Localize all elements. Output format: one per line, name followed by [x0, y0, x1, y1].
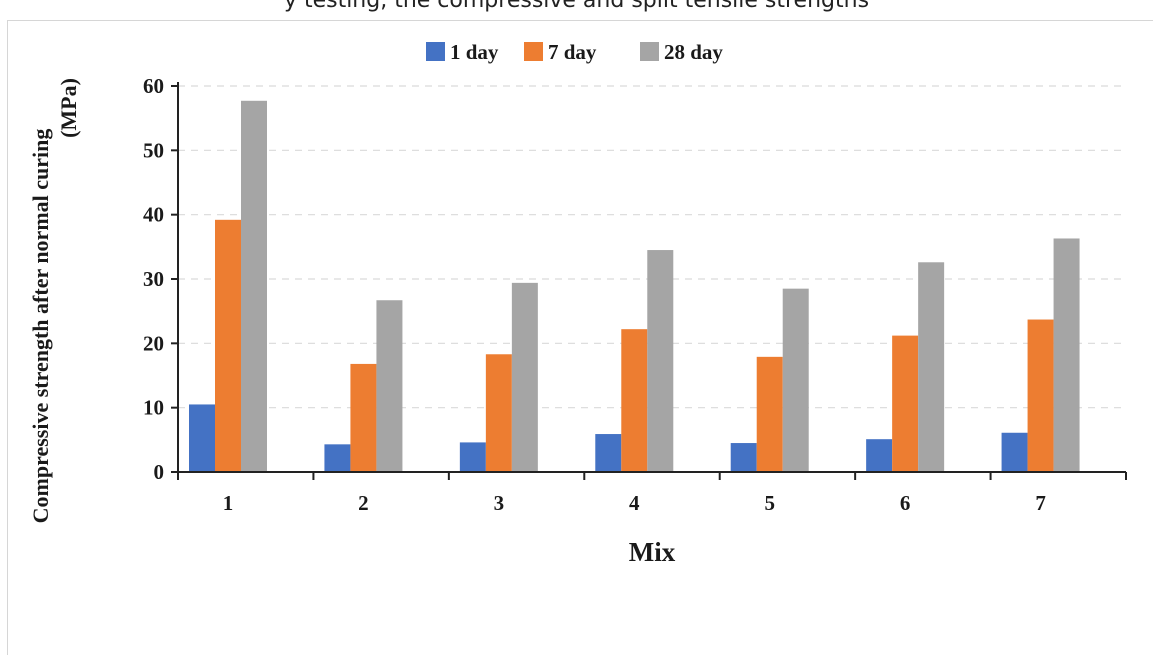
legend-swatch [426, 42, 445, 61]
bar-1-day-mix-4 [595, 434, 622, 472]
y-tick-label: 60 [143, 74, 164, 98]
legend-item-28-day: 28 day [640, 40, 723, 64]
legend-item-1-day: 1 day [426, 40, 499, 64]
x-tick-label: 2 [358, 491, 369, 515]
y-tick-label: 30 [143, 267, 164, 291]
bar-28-day-mix-5 [782, 288, 809, 472]
y-tick-labels: 0 10 20 30 40 50 60 [143, 74, 178, 484]
bars [189, 100, 1080, 473]
x-axis-label: Mix [629, 537, 676, 567]
bar-28-day-mix-4 [647, 250, 674, 472]
y-tick-label: 50 [143, 138, 164, 162]
bar-7-day-mix-1 [215, 219, 241, 472]
bar-7-day-mix-7 [1027, 319, 1054, 472]
legend-item-7-day: 7 day [524, 40, 597, 64]
x-tick-label: 6 [900, 491, 911, 515]
bar-28-day-mix-2 [376, 300, 403, 472]
bar-1-day-mix-1 [189, 404, 215, 472]
y-tick-label: 10 [143, 396, 164, 420]
x-tick-label: 1 [223, 491, 234, 515]
y-axis-label: Compressive strength after normal curing… [28, 78, 81, 523]
bar-1-day-mix-3 [459, 442, 486, 472]
legend-label: 28 day [664, 40, 723, 64]
bar-chart: 0 10 20 30 40 50 60 1 2 3 4 5 6 7 1 day 7 day 28 day M… [28, 40, 1127, 567]
bar-7-day-mix-4 [621, 329, 648, 472]
bar-7-day-mix-6 [892, 335, 919, 472]
y-tick-label: 20 [143, 331, 164, 355]
y-axis-label-line-2: (MPa) [56, 78, 81, 138]
y-axis-label-line-1: Compressive strength after normal curing [28, 129, 53, 524]
bar-28-day-mix-7 [1053, 238, 1080, 472]
legend-label: 7 day [548, 40, 597, 64]
legend-swatch [524, 42, 543, 61]
bar-1-day-mix-5 [730, 443, 757, 472]
x-tick-label: 4 [629, 491, 640, 515]
bar-28-day-mix-6 [918, 262, 945, 472]
x-tick-labels: 1 2 3 4 5 6 7 [177, 472, 1127, 515]
y-tick-label: 40 [143, 203, 164, 227]
bar-7-day-mix-3 [485, 354, 512, 472]
figure-caption-fragment: y testing, the compressive and split ten… [283, 0, 870, 13]
x-tick-label: 3 [494, 491, 505, 515]
bar-28-day-mix-1 [241, 100, 267, 473]
bar-7-day-mix-5 [756, 356, 783, 472]
legend: 1 day 7 day 28 day [426, 40, 723, 64]
figure-frame: 0 10 20 30 40 50 60 1 2 3 4 5 6 7 1 day 7 day 28 day M… [7, 20, 1153, 655]
legend-swatch [640, 42, 659, 61]
bar-7-day-mix-2 [350, 363, 377, 472]
x-tick-label: 5 [764, 491, 775, 515]
bar-28-day-mix-3 [511, 282, 538, 472]
bar-1-day-mix-7 [1001, 432, 1028, 472]
x-tick-label: 7 [1035, 491, 1046, 515]
legend-label: 1 day [450, 40, 499, 64]
y-tick-label: 0 [154, 460, 165, 484]
bar-1-day-mix-6 [866, 439, 893, 472]
bar-1-day-mix-2 [324, 444, 351, 472]
